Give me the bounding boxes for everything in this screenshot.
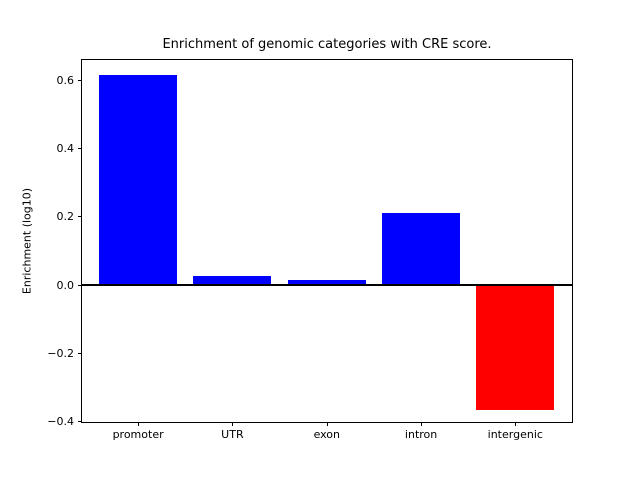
y-tick-label: −0.2 bbox=[47, 346, 74, 360]
x-tick-label: promoter bbox=[112, 428, 164, 441]
y-tick-mark bbox=[78, 147, 82, 149]
plot-area: promoter UTR exon intron intergenic 0.6 0.4 0.2… bbox=[47, 59, 573, 441]
bar bbox=[287, 279, 366, 285]
y-tick-label: −0.4 bbox=[47, 415, 74, 429]
x-tick-mark bbox=[232, 422, 234, 426]
y-tick-mark bbox=[78, 421, 82, 423]
x-tick-mark bbox=[421, 422, 423, 426]
x-tick-label: intergenic bbox=[487, 428, 543, 441]
x-tick-label: intron bbox=[404, 428, 438, 441]
bar bbox=[193, 275, 272, 285]
x-tick-mark bbox=[138, 422, 140, 426]
zero-baseline bbox=[82, 284, 572, 286]
y-tick-label: 0.6 bbox=[56, 73, 75, 87]
y-tick-label: 0.0 bbox=[56, 278, 75, 292]
x-tick-label: exon bbox=[313, 428, 341, 441]
y-tick-label: 0.2 bbox=[56, 210, 75, 224]
chart-title: Enrichment of genomic categories with CR… bbox=[162, 37, 492, 52]
y-tick-mark bbox=[78, 352, 82, 354]
x-tick-mark bbox=[326, 422, 328, 426]
bar bbox=[476, 285, 555, 411]
x-tick-label: UTR bbox=[221, 428, 244, 441]
y-tick-mark bbox=[78, 216, 82, 218]
bar bbox=[99, 74, 178, 285]
y-tick-mark bbox=[78, 284, 82, 286]
y-tick-label: 0.4 bbox=[56, 141, 75, 155]
x-tick-mark bbox=[515, 422, 517, 426]
bar bbox=[382, 212, 461, 285]
y-tick-mark bbox=[78, 79, 82, 81]
